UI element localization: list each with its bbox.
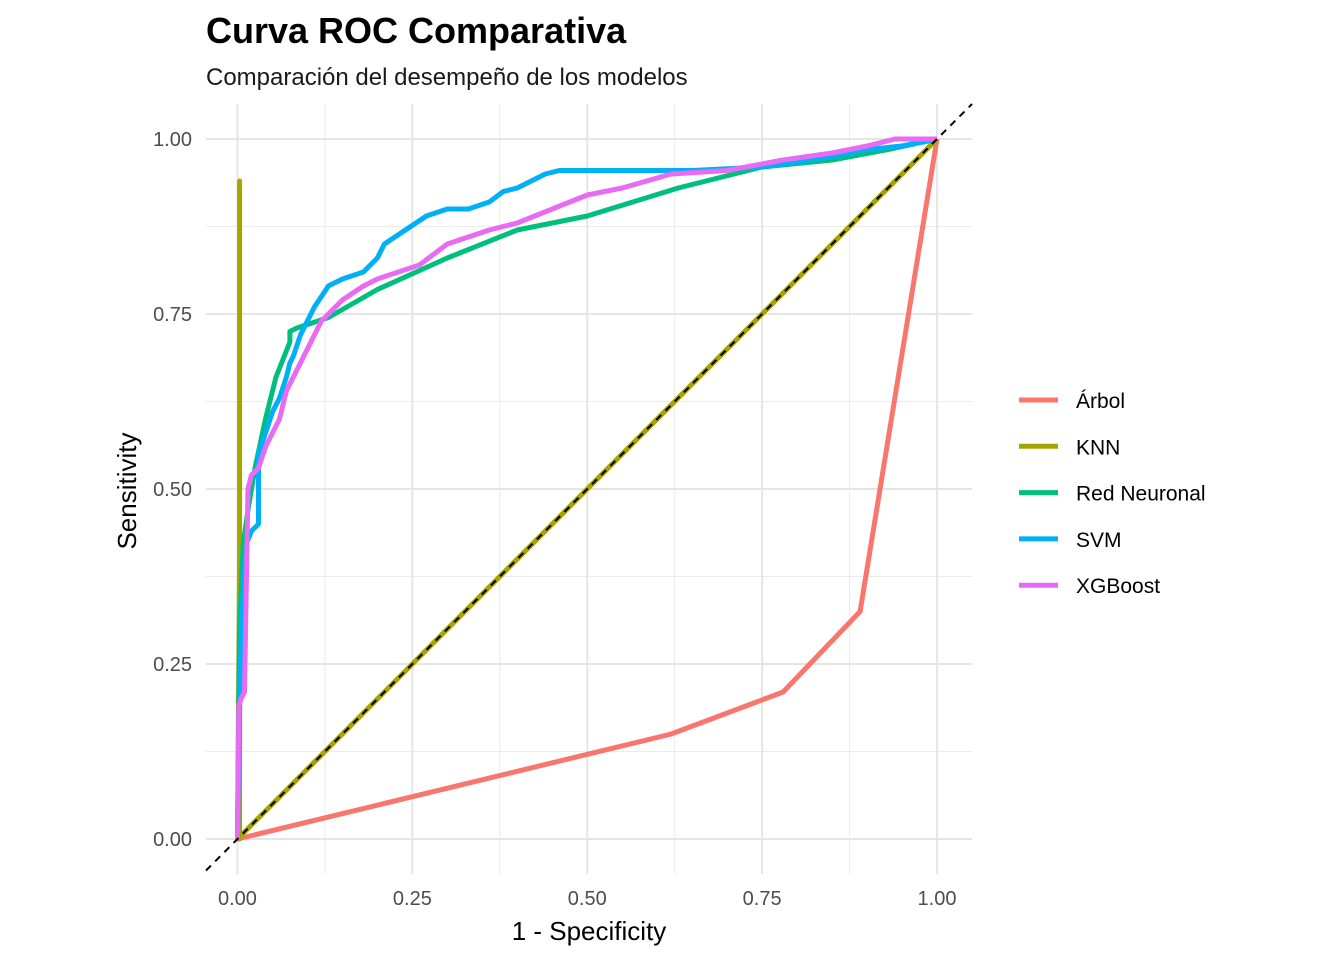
series-line xyxy=(235,136,937,840)
series-lines xyxy=(235,136,940,842)
series-line xyxy=(235,136,938,840)
axis-ticks: 0.00 0.25 0.50 0.75 1.00 0.00 0.25 0.50 0.75 1.00 xyxy=(153,129,956,910)
x-tick-label: 0.00 xyxy=(218,888,257,910)
y-tick-label: 0.00 xyxy=(153,829,192,851)
diagonal-reference-line xyxy=(205,103,973,872)
legend-label: XGBoost xyxy=(1076,575,1160,598)
legend-label: KNN xyxy=(1076,436,1120,459)
chart-title: Curva ROC Comparativa xyxy=(206,10,627,51)
reference-line xyxy=(205,103,973,872)
y-tick-label: 0.50 xyxy=(153,479,192,501)
chart-subtitle: Comparación del desempeño de los modelos xyxy=(206,64,688,91)
y-tick-label: 0.75 xyxy=(153,304,192,326)
series-line xyxy=(236,138,940,842)
x-axis-title: 1 - Specificity xyxy=(512,916,667,946)
legend-label: Red Neuronal xyxy=(1076,483,1206,506)
x-tick-label: 0.50 xyxy=(568,888,607,910)
legend-label: Árbol xyxy=(1076,390,1125,413)
grid xyxy=(206,104,972,874)
y-tick-label: 0.25 xyxy=(153,654,192,676)
legend: Árbol KNN Red Neuronal SVM XGBoost xyxy=(1019,390,1206,598)
x-tick-label: 1.00 xyxy=(918,888,957,910)
x-tick-label: 0.75 xyxy=(743,888,782,910)
y-axis-title: Sensitivity xyxy=(112,432,142,549)
y-tick-label: 1.00 xyxy=(153,129,192,151)
legend-label: SVM xyxy=(1076,529,1122,552)
x-tick-label: 0.25 xyxy=(393,888,432,910)
